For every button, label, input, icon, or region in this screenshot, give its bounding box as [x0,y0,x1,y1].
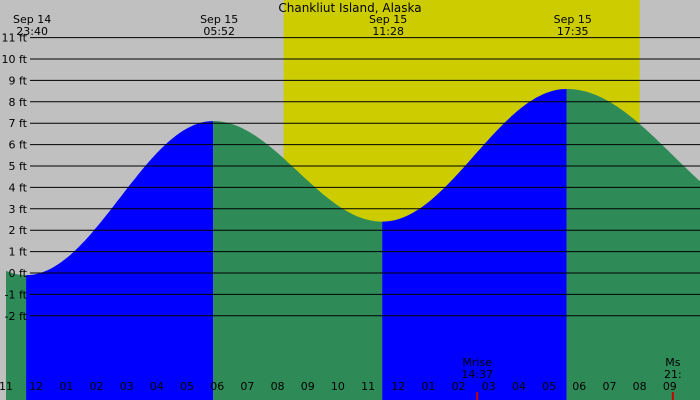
tide-area-segments [6,89,700,400]
extreme-date: Sep 14 [13,13,51,26]
extreme-time: 11:28 [372,25,404,38]
y-tick-label: 7 ft [9,117,28,130]
extreme-date: Sep 15 [369,13,407,26]
x-tick-label: 03 [120,380,134,393]
y-tick-label: 2 ft [9,224,28,237]
rising-tide-segment [26,121,214,400]
falling-tide-segment [213,121,383,400]
x-tick-label: 08 [633,380,647,393]
extreme-time: 05:52 [203,25,235,38]
x-axis-labels: 11 12 01 02 03 04 05 06 07 08 09 10 11 12 01 02 03 04 05 06… [0,380,677,393]
chart-title: Chankliut Island, Alaska [278,1,421,15]
x-tick-label: 06 [210,380,224,393]
grid-lines [30,37,700,317]
falling-tide-segment [6,270,27,400]
y-tick-label: 3 ft [9,203,28,216]
y-tick-label: 1 ft [9,246,28,259]
y-axis-labels: 11 ft 10 ft 9 ft 8 ft 7 ft 6 ft 5 ft 4 ft 3 ft 2 … [2,32,28,323]
y-tick-label: 6 ft [9,139,28,152]
y-tick-label: 0 ft [9,267,28,280]
x-tick-label: 03 [482,380,496,393]
x-tick-label: 01 [421,380,435,393]
x-tick-label: 02 [452,380,466,393]
moon-event-time: 21: [664,368,682,381]
y-tick-label: 11 ft [2,32,28,45]
y-tick-label: 9 ft [9,74,28,87]
moon-event-label: Ms [665,356,680,369]
x-tick-label: 08 [271,380,285,393]
x-tick-label: 05 [542,380,556,393]
x-tick-label: 11 [361,380,375,393]
x-tick-label: 02 [90,380,104,393]
y-tick-label: -1 ft [5,288,28,301]
x-tick-label: 05 [180,380,194,393]
x-tick-label: 09 [301,380,315,393]
x-tick-label: 12 [391,380,405,393]
x-tick-label: 01 [59,380,73,393]
y-tick-label: 8 ft [9,96,28,109]
extreme-date: Sep 15 [200,13,238,26]
extreme-time: 23:40 [16,25,48,38]
x-tick-label: 07 [602,380,616,393]
y-tick-label: 10 ft [2,53,28,66]
x-tick-label: 09 [663,380,677,393]
x-tick-label: 12 [29,380,43,393]
x-tick-label: 06 [572,380,586,393]
y-tick-label: 5 ft [9,160,28,173]
moon-event-time: 14:37 [461,368,493,381]
extreme-date: Sep 15 [554,13,592,26]
x-tick-label: 07 [240,380,254,393]
falling-tide-segment [566,89,700,400]
extreme-time: 17:35 [557,25,589,38]
x-tick-label: 04 [512,380,526,393]
rising-tide-segment [382,89,567,400]
x-tick-label: 04 [150,380,164,393]
y-tick-label: 4 ft [9,181,28,194]
x-tick-label: 10 [331,380,345,393]
moon-event-label: Mrise [462,356,492,369]
y-tick-label: -2 ft [5,310,28,323]
x-tick-label: 11 [0,380,13,393]
